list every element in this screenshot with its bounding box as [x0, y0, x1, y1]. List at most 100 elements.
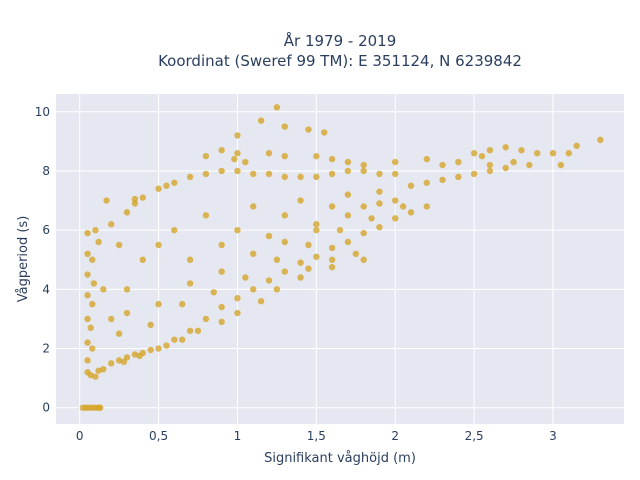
data-point — [234, 149, 241, 157]
data-point — [163, 342, 170, 349]
data-point — [250, 203, 257, 210]
data-point — [123, 354, 131, 361]
data-point — [344, 167, 352, 175]
x-tick-label: 1,5 — [307, 429, 326, 443]
data-point — [281, 123, 288, 130]
data-point — [526, 161, 533, 169]
data-point — [90, 280, 98, 287]
data-point — [234, 309, 241, 317]
data-point — [89, 256, 96, 263]
data-point — [186, 327, 194, 334]
y-axis-ticks: 0 2 4 6 8 10 — [35, 105, 50, 415]
data-point — [470, 149, 478, 157]
data-point — [131, 200, 139, 207]
data-point — [186, 173, 194, 181]
data-point — [95, 238, 102, 246]
data-point — [231, 155, 238, 163]
data-point — [108, 221, 115, 228]
data-point — [392, 158, 399, 166]
data-point — [313, 152, 320, 160]
data-point — [147, 346, 154, 354]
data-point — [392, 197, 399, 204]
data-point — [92, 226, 99, 234]
data-point — [84, 271, 91, 278]
data-point — [328, 244, 336, 252]
data-point — [360, 256, 367, 263]
data-point — [399, 203, 407, 210]
y-tick-label: 4 — [42, 282, 50, 296]
data-point — [439, 176, 446, 184]
data-point — [202, 212, 210, 219]
x-tick-label: 2 — [391, 429, 399, 443]
data-point — [84, 250, 91, 258]
data-point — [313, 253, 320, 260]
data-point — [84, 339, 91, 346]
data-point — [313, 221, 320, 228]
data-point — [392, 170, 399, 178]
data-point — [186, 280, 194, 287]
data-point — [234, 167, 241, 175]
data-point — [202, 152, 210, 160]
data-point — [368, 215, 375, 222]
x-axis-ticks: 0 0,5 1 1,5 2 2,5 3 — [76, 429, 557, 443]
data-point — [297, 274, 304, 281]
data-point — [84, 315, 91, 323]
data-point — [486, 147, 494, 154]
data-point — [305, 265, 312, 272]
data-point — [423, 155, 430, 163]
data-point — [328, 256, 336, 263]
data-point — [407, 182, 415, 189]
data-point — [534, 149, 541, 157]
data-point — [557, 161, 565, 169]
data-point — [115, 330, 123, 337]
data-point — [376, 223, 383, 231]
data-point — [344, 238, 352, 246]
x-tick-label: 3 — [549, 429, 557, 443]
data-point — [328, 155, 336, 163]
data-point — [265, 277, 273, 284]
data-point — [250, 286, 257, 293]
data-point — [92, 373, 99, 380]
data-point — [392, 215, 399, 222]
data-point — [155, 241, 162, 249]
data-point — [202, 170, 210, 178]
data-point — [305, 126, 312, 133]
chart-title-line1: År 1979 - 2019 — [284, 31, 397, 50]
data-point — [321, 129, 328, 136]
data-point — [486, 167, 494, 175]
x-tick-label: 0,5 — [149, 429, 168, 443]
data-point — [234, 132, 241, 139]
data-points — [79, 104, 604, 411]
data-point — [171, 179, 178, 186]
data-point — [155, 185, 162, 192]
data-point — [123, 209, 131, 216]
data-point — [179, 336, 186, 343]
data-point — [486, 161, 494, 169]
data-point — [218, 167, 225, 175]
data-point — [218, 147, 225, 154]
data-point — [171, 336, 178, 343]
data-point — [131, 195, 139, 203]
data-point — [84, 292, 91, 299]
data-point — [96, 404, 104, 411]
data-point — [597, 136, 604, 144]
data-point — [518, 147, 525, 154]
data-point — [84, 357, 91, 364]
data-point — [297, 259, 304, 266]
data-point — [273, 256, 281, 263]
data-point — [565, 149, 572, 157]
data-point — [108, 315, 115, 323]
data-point — [328, 203, 336, 210]
data-point — [423, 203, 430, 210]
data-point — [376, 200, 383, 207]
data-point — [273, 286, 281, 293]
data-point — [171, 226, 178, 234]
data-point — [234, 295, 241, 302]
data-point — [123, 286, 131, 293]
y-tick-label: 6 — [42, 223, 50, 237]
data-point — [115, 241, 123, 249]
data-point — [155, 300, 162, 308]
x-tick-label: 0 — [76, 429, 84, 443]
data-point — [89, 345, 96, 352]
